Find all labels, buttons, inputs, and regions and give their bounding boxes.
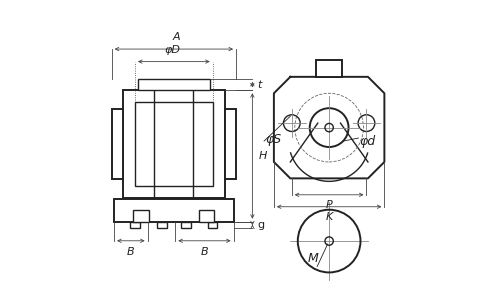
Text: A: A bbox=[173, 32, 180, 42]
Text: φD: φD bbox=[164, 45, 180, 55]
Bar bbox=[138, 79, 210, 90]
Bar bbox=[224, 109, 236, 179]
Text: φS: φS bbox=[265, 133, 281, 146]
Text: φd: φd bbox=[360, 134, 376, 148]
Text: g: g bbox=[257, 220, 264, 230]
Bar bbox=[123, 90, 224, 198]
Text: M: M bbox=[308, 252, 318, 265]
Bar bbox=[112, 109, 123, 179]
Bar bbox=[208, 222, 218, 228]
Text: t: t bbox=[258, 80, 262, 90]
Bar bbox=[316, 60, 342, 77]
Bar bbox=[199, 210, 214, 222]
Text: B: B bbox=[127, 247, 134, 257]
Bar bbox=[130, 222, 140, 228]
Text: H: H bbox=[258, 151, 266, 161]
Text: P: P bbox=[326, 200, 332, 210]
Bar bbox=[133, 210, 149, 222]
Text: K: K bbox=[326, 212, 333, 222]
Bar bbox=[181, 222, 190, 228]
Bar bbox=[157, 222, 166, 228]
Bar bbox=[135, 102, 212, 186]
Text: B: B bbox=[200, 247, 208, 257]
Bar bbox=[114, 199, 234, 222]
